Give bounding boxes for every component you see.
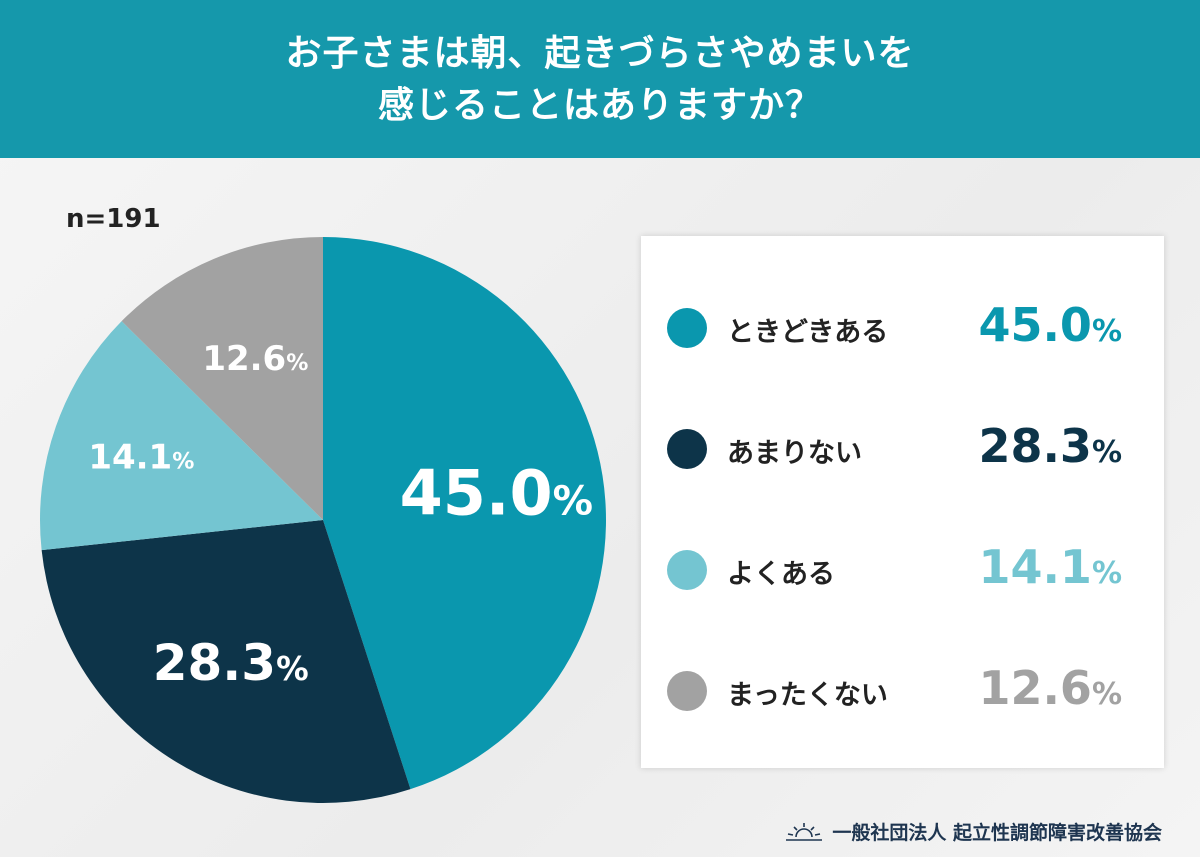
legend-item-0: ときどきある 45.0% [641, 298, 1164, 358]
title-line-2: 感じることはありますか？ [377, 85, 822, 126]
legend-item-3: まったくない 12.6% [641, 661, 1164, 721]
pie-slice-2 [39, 321, 323, 551]
legend-value: 14.1% [978, 540, 1122, 594]
pie-slice-3 [121, 237, 323, 520]
legend-label: よくある [727, 559, 835, 590]
legend-swatch [667, 671, 707, 711]
legend-value: 12.6% [978, 661, 1122, 715]
pie-slice-1 [41, 520, 411, 803]
legend-label: あまりない [727, 438, 862, 469]
legend-swatch [667, 429, 707, 469]
sample-size: n=191 [66, 204, 161, 234]
legend-swatch [667, 550, 707, 590]
legend-item-2: よくある 14.1% [641, 540, 1164, 600]
title-line-1: お子さまは朝、起きづらさやめまいを [285, 33, 915, 74]
legend-swatch [667, 308, 707, 348]
pie-slice-0 [323, 237, 606, 790]
legend-label: ときどきある [727, 317, 889, 348]
footer-org: 一般社団法人 起立性調節障害改善協会 [784, 818, 1162, 845]
sunrise-logo-icon [786, 822, 823, 841]
legend: ときどきある 45.0% あまりない 28.3% よくある 14.1% まったく… [641, 236, 1164, 768]
legend-label: まったくない [727, 680, 888, 711]
legend-value: 45.0% [978, 298, 1122, 352]
legend-item-1: あまりない 28.3% [641, 419, 1164, 479]
title-banner: お子さまは朝、起きづらさやめまいを 感じることはありますか？ [0, 0, 1200, 158]
legend-value: 28.3% [978, 419, 1122, 473]
footer-text: 一般社団法人 起立性調節障害改善協会 [832, 822, 1162, 844]
